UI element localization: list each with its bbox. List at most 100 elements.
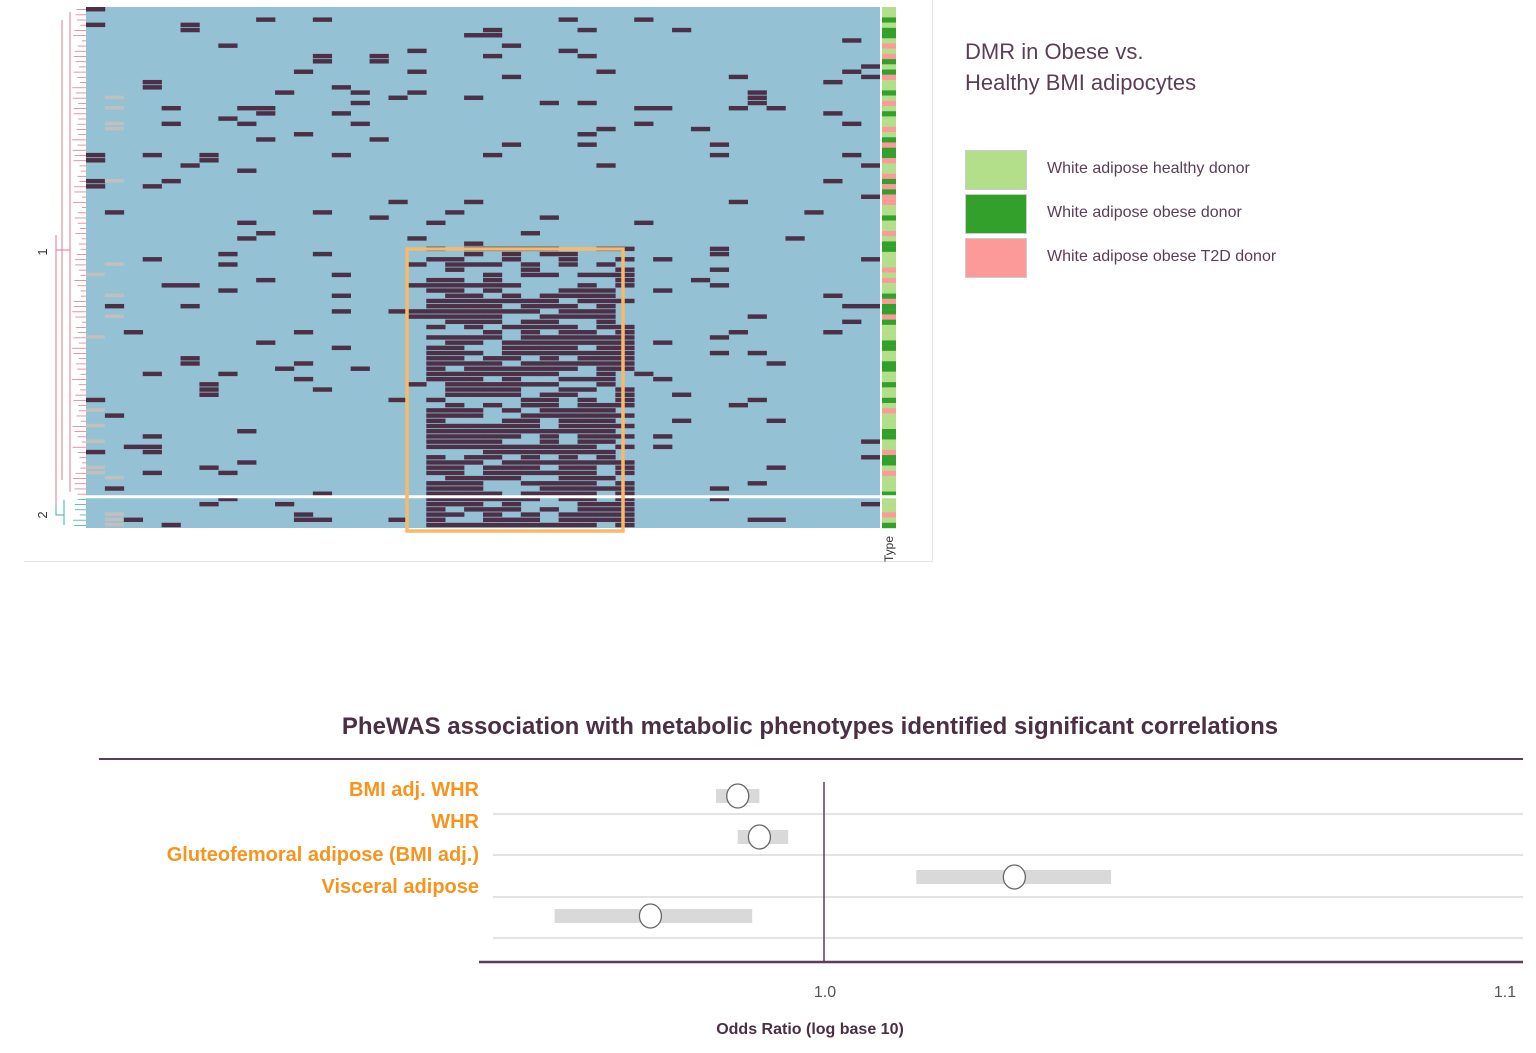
heatmap-cell [445,434,465,439]
type-annotation-cell [882,168,896,174]
heatmap-cell [483,387,503,392]
heatmap-cell-missing [104,522,124,527]
heatmap-cell [539,460,559,465]
heatmap-cell [596,69,616,74]
heatmap-cell [426,257,446,262]
heatmap-cell [445,335,465,340]
heatmap-cell [199,465,219,470]
heatmap-cell [558,376,578,382]
heatmap-cell [501,350,522,356]
type-annotation-cell [882,444,896,451]
heatmap-cell [634,17,654,22]
heatmap-cell [218,251,238,257]
heatmap-cell [539,408,559,413]
heatmap-cell [464,429,484,434]
heatmap-cell [728,402,748,408]
type-annotation-cell [882,465,896,471]
heatmap-cell [577,402,597,408]
heatmap-cell [615,387,635,392]
heatmap-cell [539,303,559,309]
heatmap-cell [539,100,559,106]
heatmap-cell [218,496,238,502]
type-annotation-cell [882,335,896,341]
heatmap-cell [407,48,427,54]
heatmap-cell [464,283,484,288]
heatmap-cell [275,501,295,507]
type-annotation-cell [882,116,896,122]
heatmap-cell-missing [86,408,105,412]
type-annotation-cell [882,163,896,169]
heatmap-cell [558,288,578,293]
heatmap-cell [539,272,559,278]
heatmap-cell [577,376,597,382]
heatmap-cell [483,361,503,366]
heatmap-cell [350,121,370,127]
heatmap-cell [596,418,616,424]
heatmap-cell [123,444,144,450]
type-annotation-cell [882,199,896,206]
heatmap-cell [747,100,767,106]
type-annotation-cell [882,283,896,289]
heatmap-cell [483,512,503,517]
row-label: WHR [431,811,479,833]
heatmap-cell [445,491,465,496]
legend-label: White adipose obese T2D donor [1047,248,1277,265]
heatmap-cell [596,366,616,371]
heatmap-cell [483,392,503,397]
heatmap-cell [86,7,106,12]
row-label: BMI adj. WHR [349,779,479,801]
heatmap-cell [464,314,484,319]
heatmap-cell [596,460,616,465]
heatmap-cell [86,184,106,189]
heatmap-cell [842,303,862,309]
heatmap-cell [558,418,578,424]
heatmap-cell [842,152,862,158]
heatmap-cell [596,293,616,298]
heatmap-cell [350,100,370,106]
heatmap-cell [483,33,503,38]
heatmap-cell [539,345,559,351]
heatmap-cell [142,85,162,90]
type-annotation-cell [882,142,896,148]
type-annotation-cell [882,137,896,143]
heatmap-cell [483,53,503,59]
odds-ratio-point [638,903,663,929]
heatmap-cell [804,210,824,215]
heatmap-cell [426,522,446,528]
legend-label: White adipose obese donor [1047,204,1242,221]
heatmap-cell [426,397,446,403]
heatmap-cell [539,319,559,325]
heatmap-cell [615,413,635,418]
type-annotation-cell [882,90,896,96]
type-annotation-cell [882,429,896,435]
heatmap-cell [426,423,446,429]
heatmap-cell [558,444,578,450]
heatmap-cell [142,257,162,262]
type-annotation-cell [882,460,896,466]
heatmap-cell [426,470,446,476]
heatmap-cell [445,350,465,356]
heatmap-cell [653,444,673,450]
heatmap-cell [256,340,276,345]
heatmap-cell [445,361,465,366]
heatmap-cell [577,288,597,293]
heatmap-cell-missing [104,126,124,131]
heatmap-cell [653,257,673,262]
heatmap-cell [577,481,597,486]
heatmap-cell [426,408,446,413]
type-annotation-cell [882,267,896,273]
heatmap-cell [464,382,484,387]
heatmap-cell [445,314,465,319]
heatmap-cell [558,251,578,257]
heatmap-cell [464,413,484,418]
x-axis-label: Odds Ratio (log base 10) [716,1021,904,1038]
heatmap-cell [445,298,465,304]
heatmap-cell [520,319,541,325]
type-annotation-cell [882,147,896,154]
heatmap-cell [445,371,465,377]
odds-ratio-point [747,824,772,850]
heatmap-cell [558,335,578,340]
heatmap-cell [464,293,484,298]
heatmap-cell [464,496,484,502]
type-annotation-cell [882,111,896,117]
